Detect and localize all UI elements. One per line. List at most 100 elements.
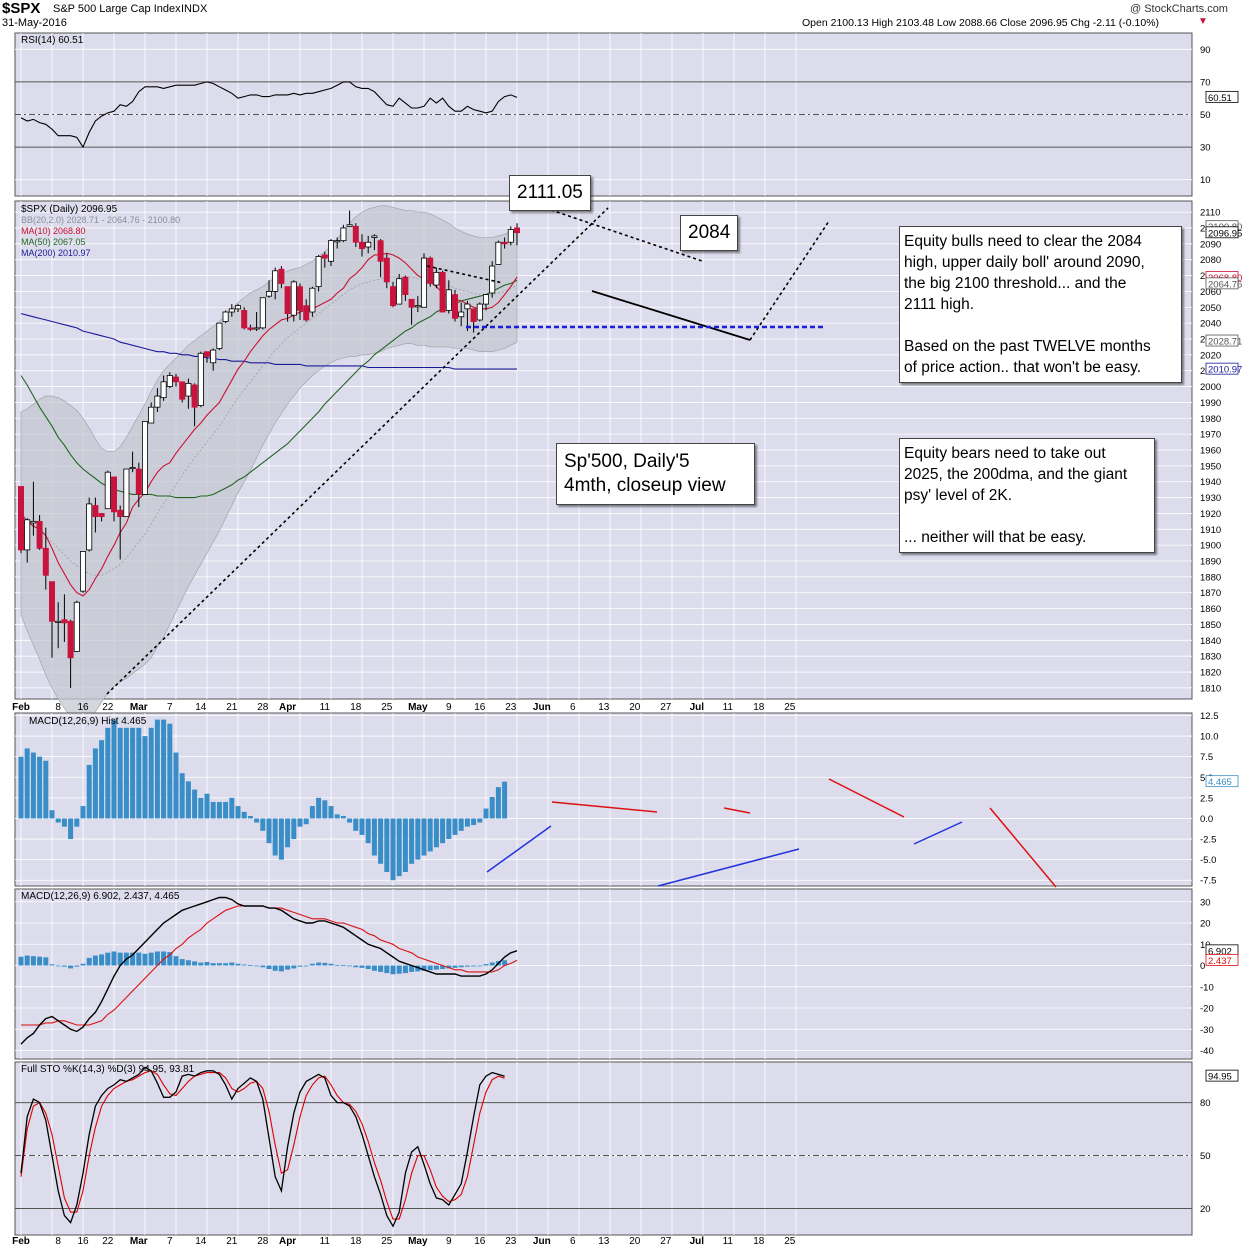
- rsi-line: [20, 81, 518, 149]
- x-axis-bottom-label: 25: [381, 1236, 393, 1247]
- macd-panel: [14, 888, 1193, 1060]
- sto-legend: Full STO %K(14,3) %D(3) 94.95, 93.81: [21, 1064, 195, 1075]
- candle-up: [445, 289, 452, 311]
- macd-hist-bar: [185, 781, 191, 819]
- macd-hist-bar: [266, 818, 272, 844]
- macd-small-hist-bar: [99, 954, 105, 966]
- candle-up: [234, 305, 241, 310]
- macd-small-hist-bar: [68, 965, 74, 969]
- macd-hist-bar: [452, 818, 458, 835]
- macd-hist-bar: [502, 781, 508, 819]
- macd-hist-bar: [241, 811, 247, 819]
- rsi-value-tag-box: [1205, 90, 1239, 103]
- macd-tag: 6.902: [1208, 946, 1232, 957]
- candle-down: [278, 268, 285, 284]
- macd-hist-bar: [43, 760, 49, 819]
- macd-small-hist-bar: [440, 965, 446, 970]
- candle-up: [340, 227, 347, 242]
- projection-line-1: [828, 778, 905, 818]
- macd-small-hist-bar: [291, 965, 297, 969]
- candle-up: [365, 241, 372, 248]
- macd-small-hist-bar: [105, 952, 111, 966]
- sto-k-tag: 94.95: [1208, 1072, 1232, 1083]
- candle-down: [514, 227, 521, 234]
- x-axis-bottom-label: 8: [55, 1236, 61, 1247]
- x-axis-label: 11: [320, 702, 331, 713]
- candle-up: [315, 256, 322, 288]
- x-axis-bottom-label: 16: [77, 1236, 89, 1247]
- macd-hist-bar: [371, 818, 377, 856]
- macd-hist-bar: [111, 719, 117, 819]
- macd-hist-bar: [130, 727, 136, 819]
- macd-hist-bar: [365, 818, 371, 844]
- price-tick-label: 2000: [1200, 382, 1221, 393]
- price-tick-label: 1980: [1200, 414, 1221, 425]
- price-tick-label: 1820: [1200, 668, 1221, 679]
- rsi-tick-label: 90: [1200, 45, 1211, 56]
- price-tick-label: 1970: [1200, 430, 1221, 441]
- price-tick-label: 1830: [1200, 652, 1221, 663]
- rsi-tick-label: 50: [1200, 110, 1211, 121]
- x-axis-label: 28: [257, 702, 269, 713]
- candle-down: [191, 384, 198, 408]
- rsi-tick-label: 70: [1200, 77, 1211, 88]
- hist-divergence-down-1: [551, 801, 658, 813]
- chart-exchange: INDX: [181, 3, 208, 15]
- candle-down: [439, 271, 446, 313]
- macd-small-hist-bar: [452, 965, 458, 968]
- macd-tick-label: -10: [1200, 982, 1214, 993]
- x-axis-label: 8: [55, 702, 61, 713]
- x-axis-label: Jul: [690, 702, 705, 713]
- macd-small-hist-bar: [260, 965, 266, 968]
- candle-up: [222, 311, 229, 322]
- hist-divergence-down-2: [723, 807, 751, 814]
- macd-hist-bar: [384, 818, 390, 872]
- macd-hist-bar: [340, 815, 346, 819]
- x-axis-label: Apr: [279, 702, 296, 713]
- ma50-legend: MA(50) 2067.05: [21, 237, 86, 247]
- hist-divergence-up-2: [657, 848, 800, 887]
- candle-down: [377, 240, 384, 262]
- candle-down: [92, 505, 99, 518]
- candle-up: [346, 224, 353, 227]
- macd-hist-bar: [173, 752, 179, 819]
- watermark: @ StockCharts.com: [1130, 3, 1228, 15]
- macd-hist-bar: [402, 818, 408, 872]
- macd-hist-bar: [216, 801, 222, 819]
- macd-hist-bar: [316, 797, 322, 819]
- rsi-tick-label: 10: [1200, 175, 1211, 186]
- macd-small-hist-bar: [285, 965, 291, 970]
- macd-hist-bar: [409, 818, 415, 864]
- macd-small-hist-bar: [130, 952, 136, 966]
- macd-line: [20, 896, 518, 1045]
- trendline-apr-resistance: [426, 265, 504, 284]
- trendline-support-channel: [591, 290, 751, 341]
- candle-up: [216, 322, 223, 349]
- macd-hist-bar: [427, 818, 433, 852]
- price-tick-label: 2090: [1200, 239, 1221, 250]
- macd-hist-bar: [421, 818, 427, 856]
- x-axis-label: 6: [570, 702, 576, 713]
- macd-tick-label: 20: [1200, 919, 1211, 930]
- candle-up: [265, 291, 272, 297]
- macd-hist-tag: 4.465: [1208, 777, 1232, 788]
- macd-hist-bar: [154, 719, 160, 819]
- macd-small-hist-bar: [278, 965, 284, 972]
- trendline-uptrend: [106, 207, 609, 695]
- macd-hist-tick-label: -7.5: [1200, 876, 1216, 887]
- macd-hist-tick-label: -5.0: [1200, 855, 1216, 866]
- macd-small-hist-bar: [210, 963, 216, 966]
- stochastic-panel: [14, 1061, 1193, 1236]
- macd-hist-tick-label: 10.0: [1200, 732, 1219, 743]
- macd-hist-bar: [303, 818, 309, 825]
- candle-down: [389, 286, 396, 307]
- macd-hist-bar: [55, 818, 61, 823]
- ma10-legend: MA(10) 2068.80: [21, 226, 86, 236]
- sto-k-line: [20, 1066, 505, 1228]
- macd-hist-bar: [328, 806, 334, 819]
- macd-small-hist-bar: [61, 965, 67, 967]
- macd-hist-bar: [471, 818, 477, 826]
- bollinger-mid-line: [20, 276, 518, 576]
- price-tick-label: 1860: [1200, 604, 1221, 615]
- macd-small-hist-bar: [173, 956, 179, 966]
